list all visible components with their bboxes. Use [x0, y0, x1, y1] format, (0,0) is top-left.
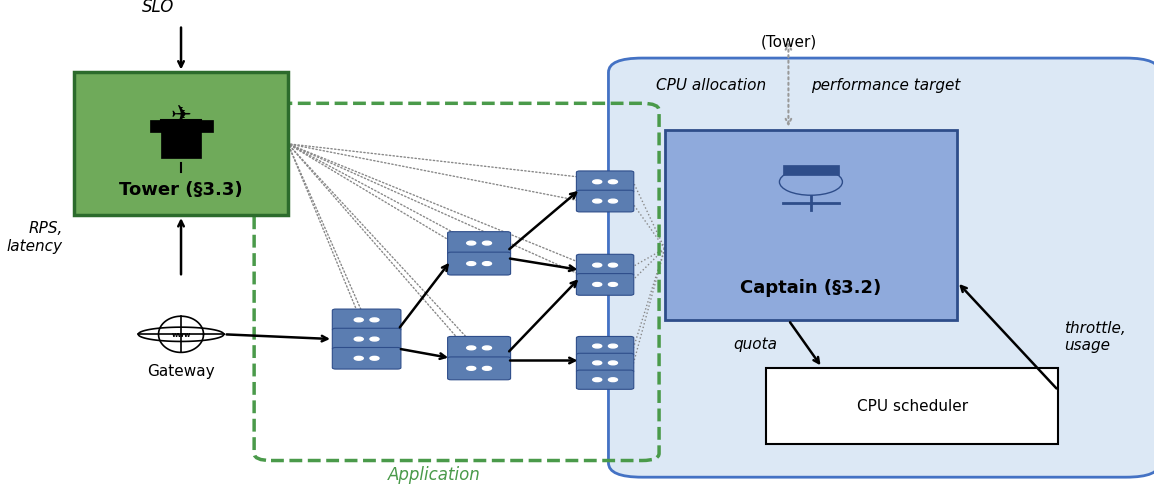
- Circle shape: [593, 200, 601, 203]
- FancyBboxPatch shape: [332, 310, 400, 331]
- FancyBboxPatch shape: [448, 253, 510, 276]
- Circle shape: [354, 357, 364, 360]
- Text: performance target: performance target: [811, 78, 960, 93]
- Circle shape: [466, 241, 475, 245]
- FancyBboxPatch shape: [576, 255, 634, 277]
- FancyBboxPatch shape: [576, 274, 634, 296]
- Circle shape: [482, 241, 492, 245]
- Circle shape: [466, 346, 475, 350]
- FancyBboxPatch shape: [448, 232, 510, 255]
- Circle shape: [593, 180, 601, 184]
- Circle shape: [608, 378, 617, 382]
- Circle shape: [370, 338, 379, 341]
- FancyBboxPatch shape: [160, 130, 201, 159]
- Circle shape: [608, 264, 617, 268]
- Text: CPU scheduler: CPU scheduler: [856, 398, 968, 413]
- Circle shape: [466, 367, 475, 371]
- FancyBboxPatch shape: [576, 354, 634, 373]
- Circle shape: [608, 345, 617, 348]
- Text: Gateway: Gateway: [148, 363, 215, 378]
- FancyBboxPatch shape: [74, 73, 287, 216]
- Text: CPU allocation: CPU allocation: [655, 78, 766, 93]
- Text: quota: quota: [733, 337, 777, 352]
- FancyBboxPatch shape: [448, 337, 510, 360]
- Text: throttle,
usage: throttle, usage: [1064, 320, 1126, 353]
- Circle shape: [593, 361, 601, 365]
- Circle shape: [593, 264, 601, 268]
- FancyBboxPatch shape: [608, 59, 1154, 477]
- Text: www: www: [171, 332, 190, 338]
- Circle shape: [482, 262, 492, 266]
- Circle shape: [593, 378, 601, 382]
- FancyBboxPatch shape: [782, 166, 839, 175]
- Circle shape: [466, 262, 475, 266]
- FancyBboxPatch shape: [448, 357, 510, 380]
- Text: RPS,
latency: RPS, latency: [7, 221, 63, 254]
- Circle shape: [354, 338, 364, 341]
- FancyBboxPatch shape: [332, 329, 400, 350]
- FancyBboxPatch shape: [332, 348, 400, 369]
- FancyBboxPatch shape: [150, 121, 212, 133]
- Text: Captain (§3.2): Captain (§3.2): [741, 278, 882, 296]
- Text: (Tower): (Tower): [760, 35, 817, 50]
- Circle shape: [608, 180, 617, 184]
- Circle shape: [354, 318, 364, 322]
- Circle shape: [482, 367, 492, 371]
- Text: SLO: SLO: [142, 0, 174, 16]
- Circle shape: [593, 283, 601, 287]
- FancyBboxPatch shape: [576, 191, 634, 212]
- Circle shape: [608, 361, 617, 365]
- FancyBboxPatch shape: [665, 130, 957, 320]
- Text: Tower (§3.3): Tower (§3.3): [119, 181, 242, 199]
- Circle shape: [370, 357, 379, 360]
- FancyBboxPatch shape: [576, 370, 634, 390]
- FancyBboxPatch shape: [576, 172, 634, 193]
- Circle shape: [482, 346, 492, 350]
- Circle shape: [608, 283, 617, 287]
- Circle shape: [370, 318, 379, 322]
- Text: Application: Application: [388, 465, 480, 483]
- FancyBboxPatch shape: [766, 368, 1058, 444]
- Polygon shape: [614, 83, 1154, 468]
- Text: ✈: ✈: [171, 104, 192, 128]
- FancyBboxPatch shape: [576, 337, 634, 356]
- Circle shape: [593, 345, 601, 348]
- Circle shape: [608, 200, 617, 203]
